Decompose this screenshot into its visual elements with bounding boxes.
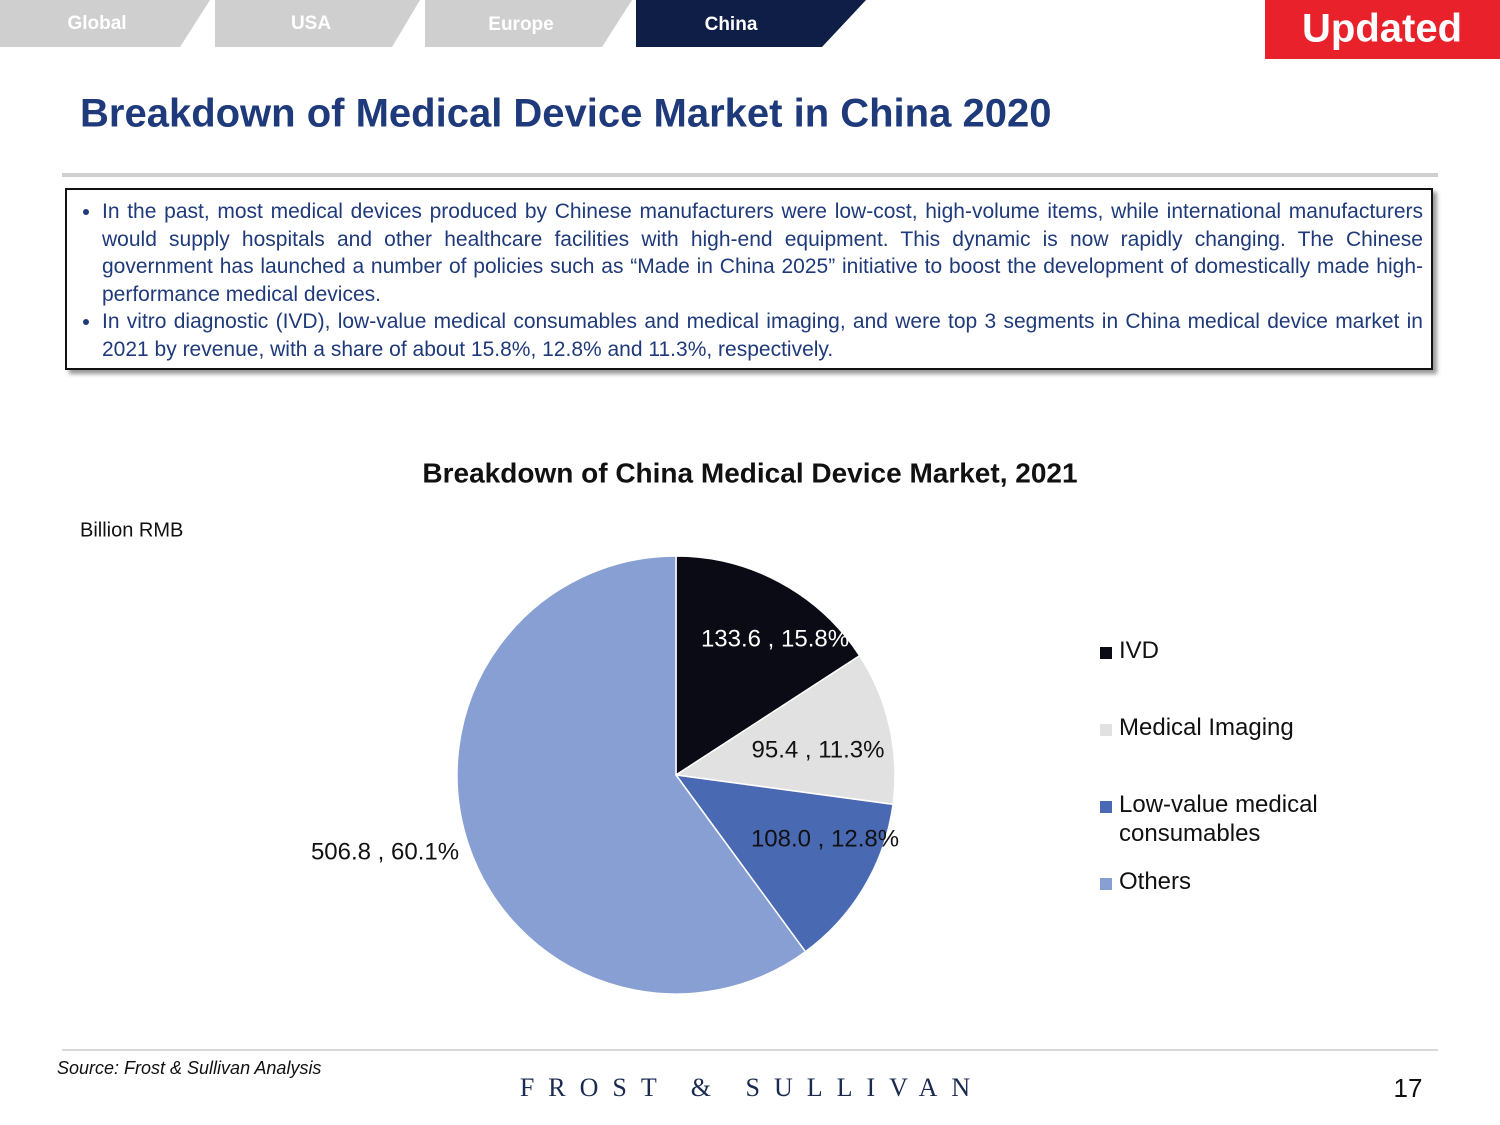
pie-slice <box>456 555 807 995</box>
data-label: 108.0 , 12.8% <box>751 825 899 852</box>
data-label: 506.8 , 60.1% <box>311 838 459 865</box>
data-label: 133.6 , 15.8% <box>701 625 849 652</box>
legend-entry: Medical Imaging <box>1100 713 1379 742</box>
tab[interactable]: Global <box>67 13 126 34</box>
legend-entry: IVD <box>1100 636 1379 665</box>
legend-label: Medical Imaging <box>1119 714 1294 741</box>
legend-swatch <box>1100 801 1112 813</box>
unit-label: Billion RMB <box>80 519 183 541</box>
legend-swatch <box>1100 724 1112 736</box>
pie-slice <box>675 555 861 777</box>
tab-bg[interactable] <box>636 0 866 47</box>
tab-bg[interactable] <box>0 0 210 47</box>
chart-title: Breakdown of China Medical Device Market… <box>422 457 1077 488</box>
legend-entry: Others <box>1100 867 1379 896</box>
tab[interactable]: Europe <box>488 14 553 35</box>
bullet: In the past, most medical devices produc… <box>102 198 1423 308</box>
page-number: 17 <box>1394 1073 1423 1103</box>
pie-slice <box>673 654 896 806</box>
pie: 133.6 , 15.8% 95.4 , 11.3% 108.0 , 12.8% 50… <box>311 555 899 995</box>
legend-label: IVD <box>1119 637 1160 664</box>
tab-bg[interactable] <box>215 0 420 47</box>
tab-bg[interactable] <box>425 0 632 47</box>
bullet-list: In the past, most medical devices produc… <box>75 198 1423 363</box>
tab[interactable]: China <box>705 14 758 35</box>
badge: Updated <box>1302 7 1462 51</box>
logo: FROST & SULLIVAN <box>520 1073 984 1102</box>
data-label: 95.4 , 11.3% <box>752 736 885 763</box>
bullet: In vitro diagnostic (IVD), low-value med… <box>102 308 1423 363</box>
tab[interactable]: USA <box>291 13 331 34</box>
text-box: In the past, most medical devices produc… <box>65 188 1433 370</box>
legend-swatch <box>1100 647 1112 659</box>
legend-label: Others <box>1119 868 1192 895</box>
pie-slice <box>674 774 894 953</box>
legend-label: Low-value medical consumables <box>1119 791 1318 847</box>
slide-title: Breakdown of Medical Device Market in Ch… <box>80 92 1051 136</box>
badge-bg <box>1265 0 1500 59</box>
source: Source: Frost & Sullivan Analysis <box>57 1058 321 1078</box>
legend-entry: Low-value medical consumables <box>1100 790 1379 848</box>
legend-swatch <box>1100 878 1112 890</box>
